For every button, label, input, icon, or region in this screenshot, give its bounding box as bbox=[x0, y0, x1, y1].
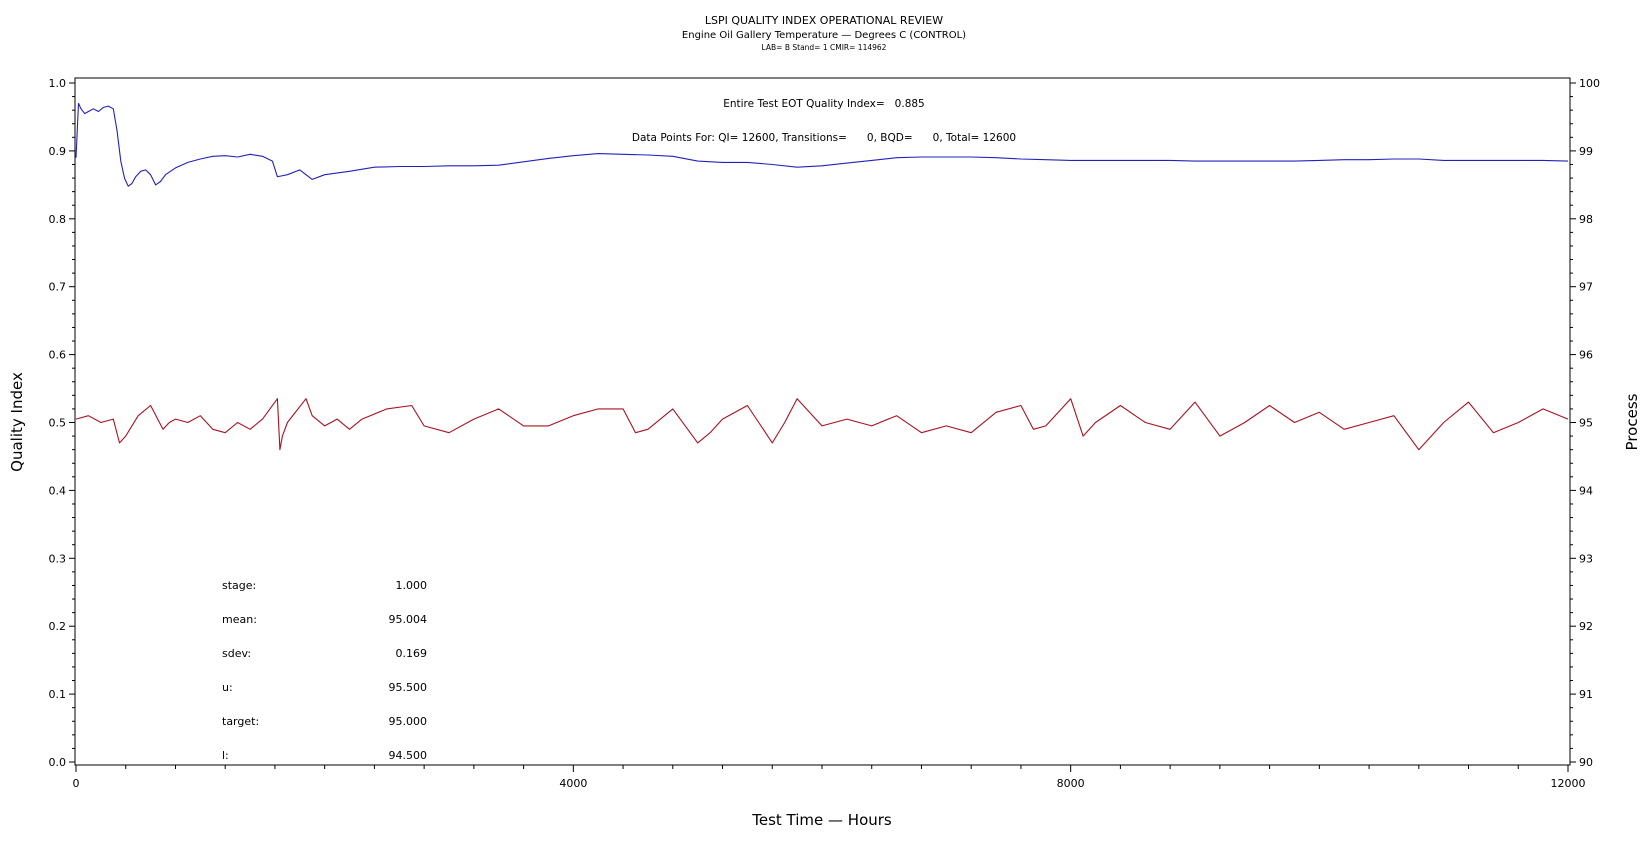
process-series-line bbox=[75, 398, 1569, 451]
stat-value: 95.000 bbox=[389, 715, 428, 728]
y-left-tick-label: 0.8 bbox=[49, 213, 67, 226]
y-right-tick-label: 93 bbox=[1579, 552, 1593, 565]
y-left-tick-label: 0.2 bbox=[49, 620, 67, 633]
stat-label: stage: bbox=[222, 579, 256, 592]
y-right-tick-label: 92 bbox=[1579, 620, 1593, 633]
chart-subtitle: Engine Oil Gallery Temperature — Degrees… bbox=[682, 30, 966, 41]
y-right-tick-label: 98 bbox=[1579, 213, 1593, 226]
y-left-tick-label: 0.0 bbox=[49, 756, 67, 769]
y-left-tick-label: 0.9 bbox=[49, 145, 67, 158]
y-axis-left: 0.0 0.1 0.2 0.3 0.4 0.5 0.6 0.7 0.8 0.9 1.0 bbox=[49, 77, 75, 769]
y-left-tick-label: 0.1 bbox=[49, 688, 67, 701]
plot-frame bbox=[74, 77, 1571, 766]
series-layer bbox=[75, 102, 1569, 451]
stat-label: sdev: bbox=[222, 647, 251, 660]
stat-value: 94.500 bbox=[389, 749, 428, 762]
stat-value: 0.169 bbox=[396, 647, 428, 660]
y-right-tick-label: 91 bbox=[1579, 688, 1593, 701]
stat-label: target: bbox=[222, 715, 259, 728]
y-left-tick-label: 0.6 bbox=[49, 349, 67, 362]
y-right-tick-label: 90 bbox=[1579, 756, 1593, 769]
stat-value: 95.004 bbox=[389, 613, 428, 626]
stat-label: l: bbox=[222, 749, 229, 762]
y-right-tick-label: 94 bbox=[1579, 484, 1593, 497]
x-tick-label: 8000 bbox=[1057, 777, 1085, 790]
stats-block: stage: 1.000 mean: 95.004 sdev: 0.169 u: 95.500… bbox=[222, 579, 427, 762]
y-axis-right-label: Process bbox=[1623, 393, 1641, 450]
x-axis-label: Test Time — Hours bbox=[751, 811, 892, 829]
stat-value: 95.500 bbox=[389, 681, 428, 694]
quality-index-series-line bbox=[75, 102, 1569, 187]
y-left-tick-label: 0.4 bbox=[49, 484, 67, 497]
y-axis-right: 90 91 92 93 94 95 96 97 98 99 100 bbox=[1570, 77, 1600, 769]
y-axis-left-label: Quality Index bbox=[8, 372, 26, 472]
x-tick-label: 0 bbox=[73, 777, 80, 790]
y-left-tick-label: 0.5 bbox=[49, 417, 67, 430]
x-tick-label: 4000 bbox=[559, 777, 587, 790]
x-tick-label: 12000 bbox=[1551, 777, 1586, 790]
y-right-tick-label: 95 bbox=[1579, 417, 1593, 430]
y-right-tick-label: 97 bbox=[1579, 281, 1593, 294]
y-left-tick-label: 0.3 bbox=[49, 552, 67, 565]
chart-subtitle-lab: LAB= B Stand= 1 CMIR= 114962 bbox=[762, 43, 887, 52]
stat-value: 1.000 bbox=[396, 579, 428, 592]
quality-index-annotation: Entire Test EOT Quality Index= 0.885 bbox=[723, 98, 925, 110]
y-right-tick-label: 96 bbox=[1579, 349, 1593, 362]
y-left-tick-label: 0.7 bbox=[49, 281, 67, 294]
y-right-tick-label: 99 bbox=[1579, 145, 1593, 158]
chart-title: LSPI QUALITY INDEX OPERATIONAL REVIEW bbox=[705, 14, 943, 27]
x-axis: 0 4000 8000 12000 bbox=[73, 765, 1586, 790]
stat-label: u: bbox=[222, 681, 233, 694]
y-right-tick-label: 100 bbox=[1579, 77, 1600, 90]
stat-label: mean: bbox=[222, 613, 257, 626]
data-points-annotation: Data Points For: QI= 12600, Transitions=… bbox=[632, 132, 1016, 144]
y-left-tick-label: 1.0 bbox=[49, 77, 67, 90]
